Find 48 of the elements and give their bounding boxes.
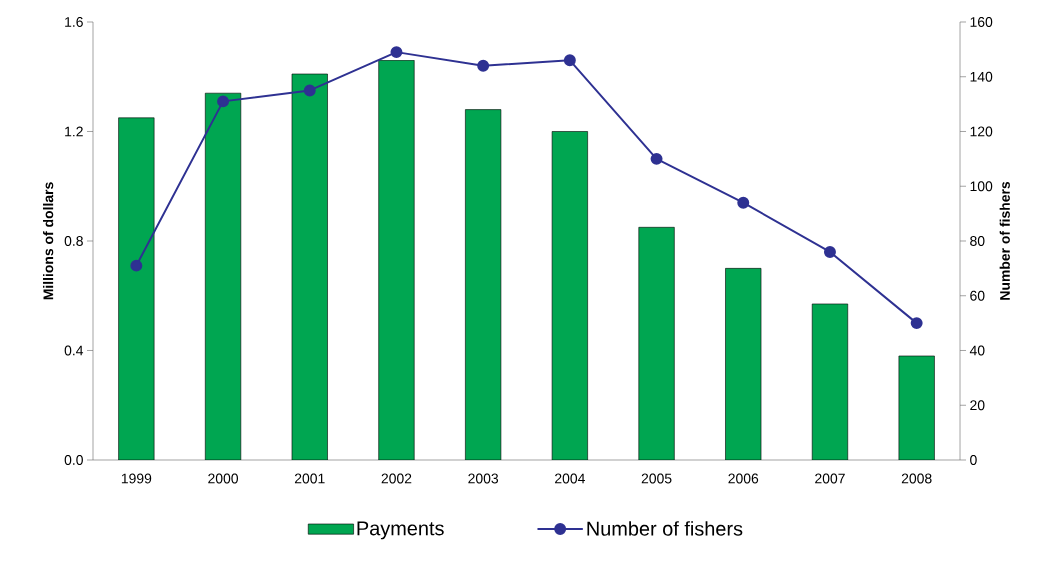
bar xyxy=(551,131,588,460)
bar xyxy=(811,303,849,460)
y2-tick-label: 80 xyxy=(970,236,985,246)
x-tick-label: 2007 xyxy=(815,473,845,484)
point xyxy=(910,317,923,330)
x-tick-label: 1999 xyxy=(121,473,152,484)
x-tick-label: 2001 xyxy=(294,473,325,484)
legend-label: Number of fishers xyxy=(587,521,743,536)
y-tick-label: 0.8 xyxy=(64,236,83,246)
point xyxy=(217,95,230,108)
bar xyxy=(291,73,328,460)
point xyxy=(823,245,836,258)
point xyxy=(563,54,576,67)
y2-tick-label: 40 xyxy=(969,345,985,356)
bar xyxy=(378,60,415,460)
y2-tick-label: 0 xyxy=(970,455,977,465)
bar xyxy=(638,227,675,460)
y2-tick-label: 120 xyxy=(970,126,993,137)
y-axis-title: Millions of dollars xyxy=(43,182,54,300)
x-tick-label: 2006 xyxy=(728,473,759,484)
y2-tick-label: 140 xyxy=(970,71,993,82)
y-tick-label: 0.0 xyxy=(64,455,83,465)
point xyxy=(390,46,403,59)
bar xyxy=(118,117,155,460)
y2-axis-title: Number of fishers xyxy=(999,181,1010,300)
y-tick-label: 1.2 xyxy=(65,126,83,137)
y2-tick-label: 160 xyxy=(970,17,993,27)
x-tick-label: 2000 xyxy=(208,473,239,484)
point xyxy=(477,59,490,72)
bar xyxy=(725,268,762,460)
y2-tick-label: 20 xyxy=(970,400,985,411)
point xyxy=(650,152,663,165)
y2-tick-label: 100 xyxy=(970,181,993,192)
point xyxy=(303,84,316,97)
x-tick-label: 2008 xyxy=(901,473,932,484)
x-tick-label: 2004 xyxy=(555,473,585,484)
y-tick-label: 0.4 xyxy=(64,345,84,356)
y2-tick-label: 60 xyxy=(970,290,985,301)
legend-label: Payments xyxy=(357,521,444,540)
x-tick-label: 2005 xyxy=(641,473,672,484)
bar xyxy=(465,109,502,460)
point xyxy=(130,259,143,272)
bar xyxy=(204,92,242,460)
point xyxy=(737,196,750,209)
x-tick-label: 2002 xyxy=(381,473,412,484)
bar xyxy=(898,355,935,460)
y-tick-label: 1.6 xyxy=(65,17,83,27)
x-tick-label: 2003 xyxy=(468,473,499,484)
